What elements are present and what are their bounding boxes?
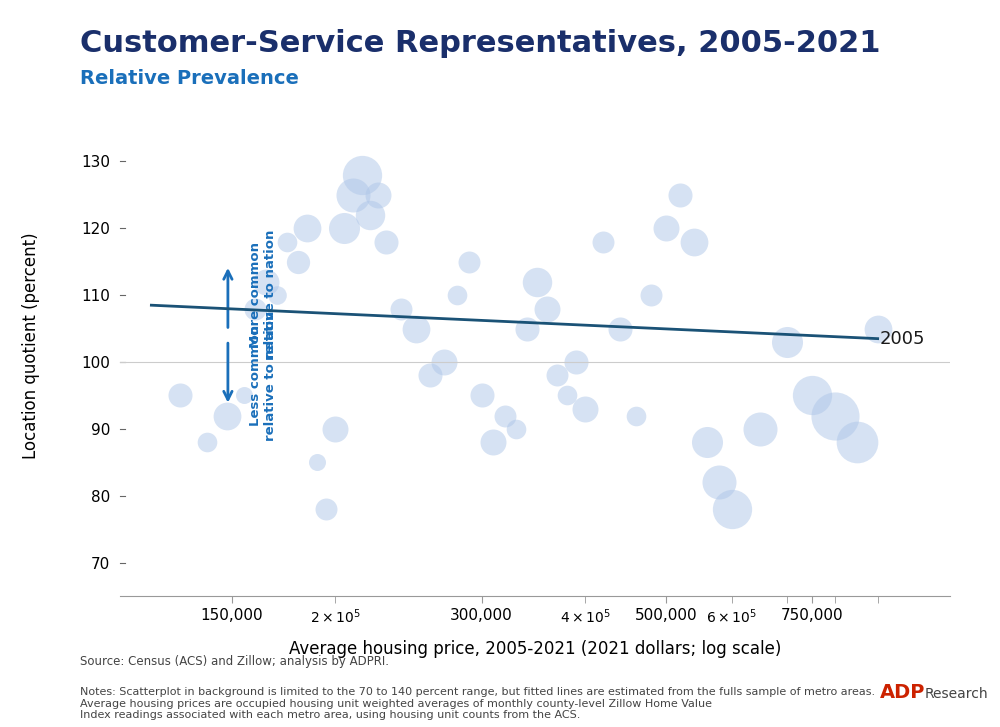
Point: [672, 189, 688, 201]
Point: [290, 256, 306, 268]
Point: [449, 289, 465, 301]
Text: ADP: ADP: [880, 683, 925, 702]
Point: [519, 323, 535, 334]
Point: [549, 369, 565, 381]
Point: [219, 410, 235, 422]
Point: [686, 236, 702, 247]
Text: 2005: 2005: [880, 329, 925, 348]
Point: [595, 236, 611, 247]
Point: [436, 356, 452, 368]
Point: [362, 209, 378, 221]
Point: [628, 410, 644, 422]
Text: Less common
relative to nation: Less common relative to nation: [249, 310, 277, 441]
X-axis label: Average housing price, 2005-2021 (2021 dollars; log scale): Average housing price, 2005-2021 (2021 d…: [289, 640, 781, 658]
Point: [318, 503, 334, 515]
Point: [269, 289, 285, 301]
Point: [393, 302, 409, 314]
Point: [309, 457, 325, 468]
Point: [258, 276, 274, 288]
Text: Customer-Service Representatives, 2005-2021: Customer-Service Representatives, 2005-2…: [80, 29, 881, 58]
Point: [408, 323, 424, 334]
Point: [299, 222, 315, 234]
Point: [568, 356, 584, 368]
Point: [577, 403, 593, 414]
Point: [199, 436, 215, 448]
Text: Source: Census (ACS) and Zillow; analysis by ADPRI.: Source: Census (ACS) and Zillow; analysi…: [80, 655, 389, 668]
Text: Notes: Scatterplot in background is limited to the 70 to 140 percent range, but : Notes: Scatterplot in background is limi…: [80, 687, 875, 720]
Point: [497, 410, 513, 422]
Point: [779, 336, 795, 348]
Point: [539, 302, 555, 314]
Text: More common
relative to nation: More common relative to nation: [249, 230, 277, 361]
Point: [236, 390, 252, 401]
Text: Relative Prevalence: Relative Prevalence: [80, 69, 299, 88]
Point: [804, 390, 820, 401]
Point: [724, 503, 740, 515]
Point: [827, 410, 843, 422]
Point: [172, 390, 188, 401]
Point: [711, 477, 727, 489]
Point: [508, 423, 524, 435]
Point: [345, 189, 361, 201]
Point: [529, 276, 545, 288]
Point: [612, 323, 628, 334]
Point: [752, 423, 768, 435]
Point: [643, 289, 659, 301]
Point: [658, 222, 674, 234]
Point: [336, 222, 352, 234]
Point: [474, 390, 490, 401]
Point: [327, 423, 343, 435]
Point: [422, 369, 438, 381]
Point: [870, 323, 886, 334]
Point: [461, 256, 477, 268]
Point: [279, 236, 295, 247]
Point: [354, 169, 370, 180]
Point: [559, 390, 575, 401]
Point: [247, 302, 263, 314]
Point: [485, 436, 501, 448]
Point: [849, 436, 865, 448]
Point: [370, 189, 386, 201]
Point: [699, 436, 715, 448]
Y-axis label: Location quotient (percent): Location quotient (percent): [22, 232, 40, 459]
Point: [378, 236, 394, 247]
Text: Research: Research: [925, 687, 989, 701]
